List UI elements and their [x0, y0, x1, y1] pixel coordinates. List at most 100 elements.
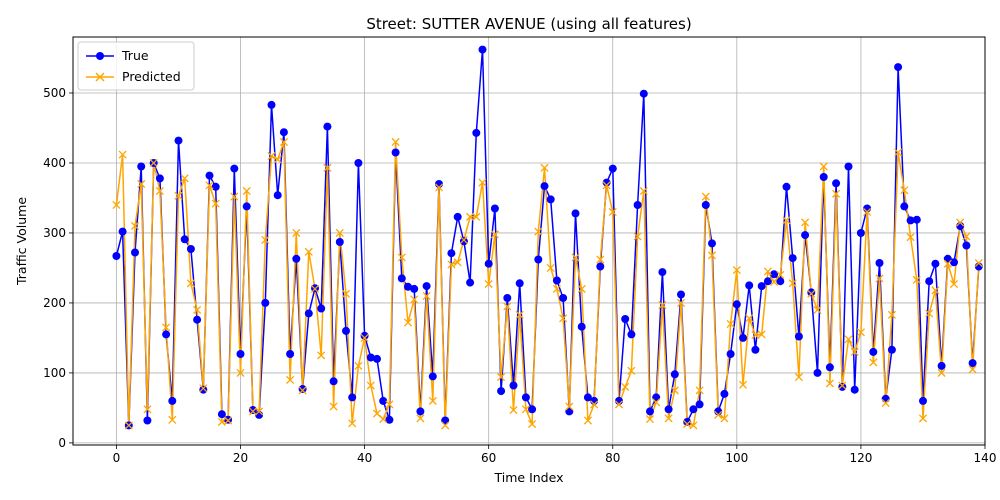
data-point-true	[832, 179, 841, 188]
data-point-true	[695, 400, 704, 409]
data-point-predicted	[726, 319, 735, 328]
data-point-predicted	[869, 358, 878, 367]
data-point-predicted	[478, 178, 487, 187]
data-point-true	[887, 345, 896, 354]
data-point-predicted	[825, 379, 834, 388]
data-point-predicted	[757, 330, 766, 339]
data-point-predicted	[416, 414, 425, 423]
data-point-true	[509, 381, 518, 390]
data-point-true	[658, 268, 667, 277]
legend: True Predicted	[77, 41, 195, 91]
x-tick-label: 100	[725, 451, 748, 465]
data-point-true	[807, 288, 816, 297]
data-point-predicted	[199, 384, 208, 393]
legend-box	[77, 41, 195, 91]
data-point-predicted	[466, 212, 475, 221]
data-point-predicted	[211, 199, 220, 208]
data-point-true	[683, 417, 692, 426]
legend-predicted-label: Predicted	[122, 69, 181, 84]
data-point-predicted	[391, 137, 400, 147]
data-point-predicted	[633, 232, 642, 241]
data-point-true	[366, 353, 375, 362]
data-point-predicted	[162, 323, 171, 332]
data-point-true	[602, 178, 611, 187]
data-point-true	[217, 410, 226, 419]
data-point-true	[937, 361, 946, 370]
data-point-true	[211, 182, 220, 191]
data-point-predicted	[565, 402, 574, 411]
data-point-true	[447, 249, 456, 258]
data-point-predicted	[801, 218, 810, 227]
data-point-true	[174, 136, 183, 145]
data-point-true	[968, 359, 977, 368]
data-point-predicted	[832, 189, 841, 198]
data-point-predicted	[168, 415, 177, 424]
data-point-predicted	[701, 192, 710, 201]
data-point-predicted	[838, 381, 847, 390]
data-point-true	[118, 227, 127, 236]
data-point-true	[757, 282, 766, 291]
data-point-predicted	[732, 265, 741, 275]
data-point-true	[373, 354, 381, 363]
data-point-predicted	[137, 179, 146, 189]
data-point-predicted	[279, 137, 288, 147]
data-point-predicted	[490, 230, 499, 239]
data-point-true	[627, 330, 636, 339]
data-point-true	[745, 281, 754, 290]
data-point-true	[559, 294, 568, 302]
data-point-true	[385, 415, 394, 424]
data-point-predicted	[962, 232, 971, 241]
data-point-true	[410, 284, 419, 293]
data-point-predicted	[664, 414, 673, 423]
data-point-true	[248, 406, 257, 414]
data-point-true	[646, 407, 654, 416]
y-ticks: 0 100 200 300 400 500	[43, 86, 73, 450]
data-point-true	[354, 159, 363, 167]
data-point-predicted	[552, 284, 561, 293]
data-point-true	[912, 215, 921, 224]
data-point-predicted	[863, 207, 872, 217]
data-point-predicted	[428, 396, 437, 405]
data-point-true	[199, 385, 208, 394]
markers-predicted	[112, 137, 983, 430]
data-point-predicted	[447, 260, 456, 269]
data-point-true	[273, 191, 282, 200]
data-point-true	[639, 89, 648, 98]
data-point-predicted	[720, 414, 729, 423]
data-point-true	[776, 277, 785, 286]
series-layer	[112, 45, 983, 430]
data-point-true	[726, 350, 735, 358]
data-point-true	[242, 202, 251, 211]
data-point-true	[416, 407, 425, 416]
data-point-predicted	[931, 286, 940, 295]
data-point-true	[844, 162, 853, 171]
data-point-true	[906, 216, 915, 225]
data-point-true	[131, 248, 139, 257]
data-point-predicted	[366, 381, 375, 390]
data-point-predicted	[217, 417, 226, 426]
data-point-true	[708, 239, 716, 248]
data-point-predicted	[621, 382, 630, 391]
data-point-predicted	[540, 163, 549, 172]
data-point-predicted	[329, 402, 338, 411]
data-point-true	[577, 322, 586, 331]
data-point-predicted	[509, 405, 518, 415]
data-point-true	[875, 259, 884, 267]
data-point-true	[261, 298, 270, 307]
data-point-predicted	[515, 310, 524, 319]
data-point-predicted	[155, 186, 164, 196]
data-point-predicted	[776, 270, 785, 280]
data-point-predicted	[856, 328, 865, 337]
data-point-true	[571, 209, 580, 218]
data-point-true	[459, 237, 468, 246]
data-point-true	[583, 393, 592, 402]
y-tick-label: 300	[43, 226, 66, 240]
data-point-predicted	[360, 333, 369, 342]
data-point-true	[962, 241, 971, 250]
data-point-predicted	[956, 218, 965, 227]
y-tick-label: 200	[43, 296, 66, 310]
data-point-true	[720, 389, 729, 398]
data-point-predicted	[906, 233, 915, 242]
data-point-true	[633, 201, 642, 209]
data-point-predicted	[174, 191, 183, 200]
